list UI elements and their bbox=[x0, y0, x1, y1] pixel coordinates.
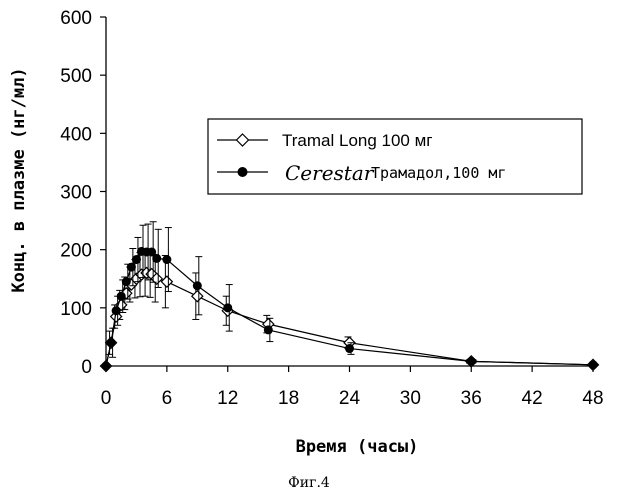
point-1-3 bbox=[117, 292, 126, 301]
y-tick-label-100: 100 bbox=[60, 299, 92, 320]
point-1-6 bbox=[132, 255, 141, 264]
point-1-1 bbox=[107, 338, 116, 347]
point-1-12 bbox=[193, 281, 202, 290]
x-tick-label-0: 0 bbox=[101, 388, 112, 409]
x-tick-label-24: 24 bbox=[339, 388, 361, 409]
point-1-15 bbox=[345, 344, 354, 353]
y-tick-label-400: 400 bbox=[60, 124, 92, 145]
point-1-16 bbox=[467, 357, 476, 366]
x-tick-label-48: 48 bbox=[582, 388, 603, 409]
legend-marker-cerestar bbox=[238, 167, 248, 177]
point-1-17 bbox=[589, 360, 598, 369]
x-tick-label-36: 36 bbox=[461, 388, 482, 409]
x-tick-label-6: 6 bbox=[162, 388, 173, 409]
legend: Tramal Long 100 мг Cerestar Трамадол,100… bbox=[208, 119, 582, 194]
axes: 0 100 200 300 400 500 600 0 6 12 18 24 30 36 42 48 bbox=[60, 8, 603, 409]
y-tick-label-500: 500 bbox=[60, 66, 92, 87]
y-tick-label-600: 600 bbox=[60, 8, 92, 29]
x-tick-label-42: 42 bbox=[522, 388, 543, 409]
y-tick-label-200: 200 bbox=[60, 241, 92, 262]
legend-label-tramal: Tramal Long 100 мг bbox=[282, 131, 433, 150]
point-1-0 bbox=[102, 362, 111, 371]
legend-handwritten-cerestar: Cerestar bbox=[285, 161, 375, 185]
point-1-5 bbox=[127, 263, 136, 272]
point-1-10 bbox=[152, 254, 161, 263]
y-tick-label-300: 300 bbox=[60, 183, 92, 204]
point-0-11 bbox=[161, 276, 172, 287]
figure-caption: Фиг.4 bbox=[288, 475, 330, 491]
x-axis-title: Время (часы) bbox=[296, 437, 419, 457]
x-tick-label-18: 18 bbox=[278, 388, 299, 409]
point-1-11 bbox=[162, 255, 171, 264]
x-tick-label-12: 12 bbox=[217, 388, 238, 409]
x-tick-label-30: 30 bbox=[400, 388, 421, 409]
y-tick-label-0: 0 bbox=[81, 357, 92, 378]
point-1-4 bbox=[122, 277, 131, 286]
point-1-13 bbox=[223, 303, 232, 312]
pk-chart: 0 100 200 300 400 500 600 0 6 12 18 24 30 36 42 48 Врем… bbox=[0, 0, 619, 500]
point-1-14 bbox=[264, 325, 273, 334]
series-0 bbox=[101, 250, 599, 372]
series-1 bbox=[102, 222, 599, 371]
legend-label-cerestar: Трамадол,100 мг bbox=[371, 164, 506, 182]
y-axis-title: Конц. в плазме (нг/мл) bbox=[9, 67, 29, 292]
point-1-2 bbox=[112, 306, 121, 315]
point-0-12 bbox=[192, 291, 203, 302]
series-layer bbox=[101, 222, 599, 372]
